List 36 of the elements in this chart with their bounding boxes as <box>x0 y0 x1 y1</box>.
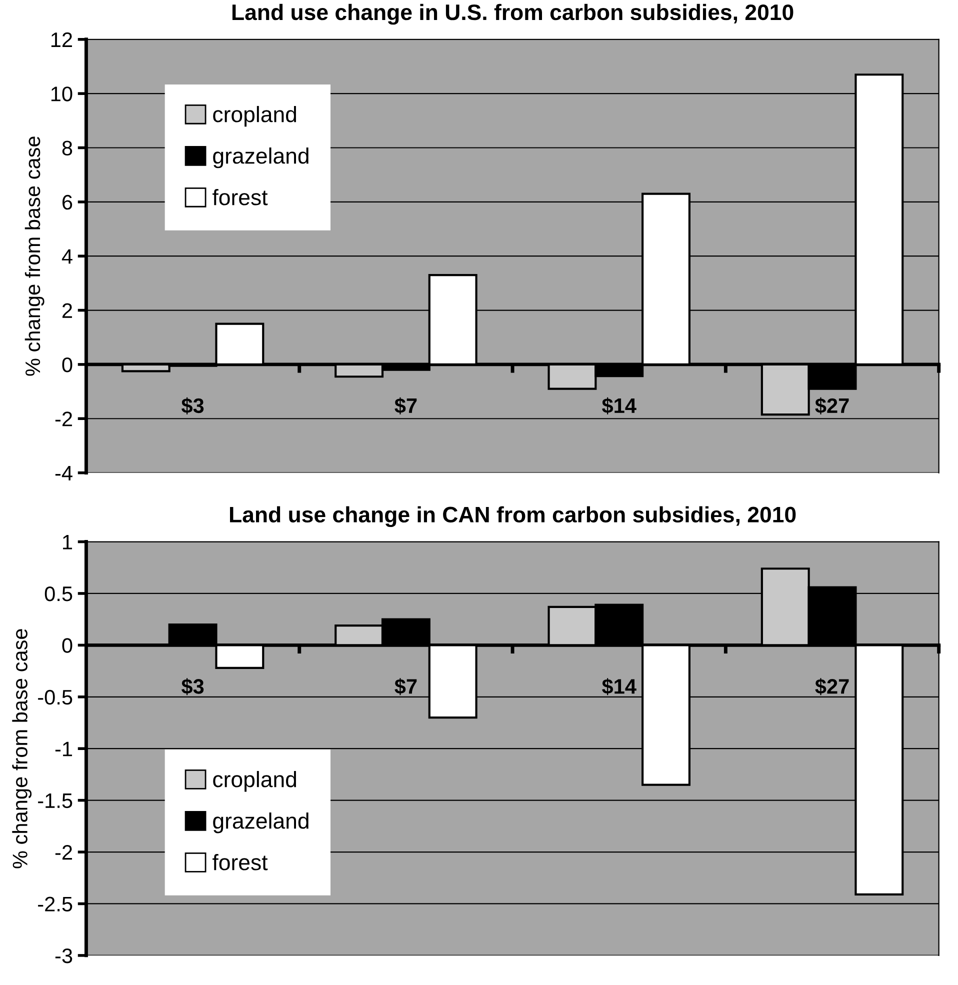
x-tick-label: $27 <box>815 397 849 414</box>
x-tick-label: $27 <box>815 678 849 696</box>
chart-title: Land use change in U.S. from carbon subsidies, 2010 <box>232 4 794 25</box>
y-tick-label: -2 <box>55 845 72 860</box>
y-tick-label: -3 <box>55 948 72 964</box>
y-tick-label: 6 <box>62 194 72 210</box>
y-tick-label: 12 <box>51 32 72 47</box>
y-axis-title: % change from base case <box>12 629 32 868</box>
legend-label: cropland <box>213 770 296 792</box>
x-tick-label: $14 <box>602 397 636 414</box>
legend-label: grazeland <box>213 812 308 834</box>
y-tick-label: 1 <box>63 534 72 550</box>
y-tick-label: -1 <box>55 742 72 756</box>
y-tick-label: -0.5 <box>38 690 72 705</box>
legend-label: grazeland <box>213 147 308 168</box>
chart-title: Land use change in CAN from carbon subsidies, 2010 <box>230 506 796 528</box>
x-tick-label: $14 <box>602 678 636 696</box>
y-tick-label: -2 <box>55 412 72 426</box>
y-tick-label: 0.5 <box>44 586 72 602</box>
x-tick-label: $3 <box>181 678 204 696</box>
y-tick-label: 0 <box>62 357 72 372</box>
x-tick-label: $7 <box>394 678 417 696</box>
x-tick-label: $3 <box>181 397 204 414</box>
y-tick-label: 10 <box>51 86 72 102</box>
y-tick-label: -4 <box>55 466 72 480</box>
y-tick-label: -1.5 <box>38 794 72 808</box>
legend-label: cropland <box>213 106 296 127</box>
legend-label: forest <box>212 188 268 206</box>
legend-label: forest <box>212 854 268 870</box>
y-tick-label: 4 <box>62 249 72 264</box>
y-tick-label: 8 <box>62 140 72 156</box>
x-tick-label: $7 <box>394 397 417 414</box>
y-tick-label: 2 <box>62 303 72 318</box>
y-tick-label: -2.5 <box>38 896 72 912</box>
y-axis-title: % change from base case <box>24 136 44 376</box>
y-tick-label: 0 <box>62 638 72 653</box>
